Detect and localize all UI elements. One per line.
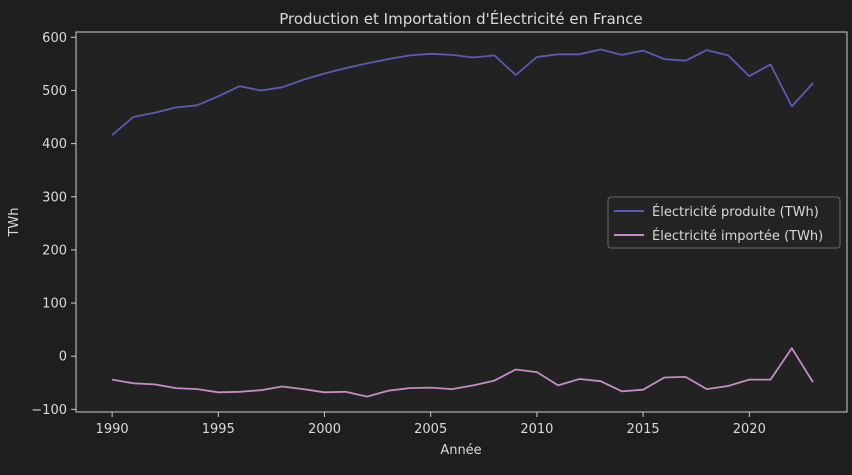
x-tick-label: 2020 — [733, 422, 766, 437]
series-lines — [111, 48, 814, 398]
y-tick-label: −100 — [31, 403, 67, 418]
series-line-import — [111, 347, 814, 398]
legend: Électricité produite (TWh) Électricité i… — [607, 196, 841, 249]
y-tick-label: 0 — [59, 350, 67, 365]
x-tick-label: 2010 — [520, 422, 553, 437]
x-axis-label: Année — [440, 443, 481, 458]
y-tick-label: 300 — [42, 190, 67, 205]
y-axis-ticks: −100 0 100 200 300 400 500 600 — [31, 31, 76, 418]
y-tick-label: 100 — [42, 297, 67, 312]
x-tick-label: 2005 — [414, 422, 447, 437]
legend-box — [607, 196, 841, 249]
y-tick-label: 600 — [42, 31, 67, 46]
y-tick-label: 400 — [42, 137, 67, 152]
y-tick-label: 500 — [42, 84, 67, 99]
chart-title: Production et Importation d'Électricité … — [279, 9, 643, 28]
series-line-production — [111, 48, 814, 136]
legend-label-production: Électricité produite (TWh) — [652, 204, 819, 220]
y-axis-label: TWh — [7, 207, 22, 237]
y-tick-label: 200 — [42, 243, 67, 258]
x-tick-label: 1995 — [202, 422, 235, 437]
x-axis-ticks: 1990 1995 2000 2005 2010 2015 2020 — [96, 412, 766, 437]
legend-label-import: Électricité importée (TWh) — [652, 228, 823, 244]
x-tick-label: 1990 — [96, 422, 129, 437]
x-tick-label: 2015 — [627, 422, 660, 437]
x-tick-label: 2000 — [308, 422, 341, 437]
